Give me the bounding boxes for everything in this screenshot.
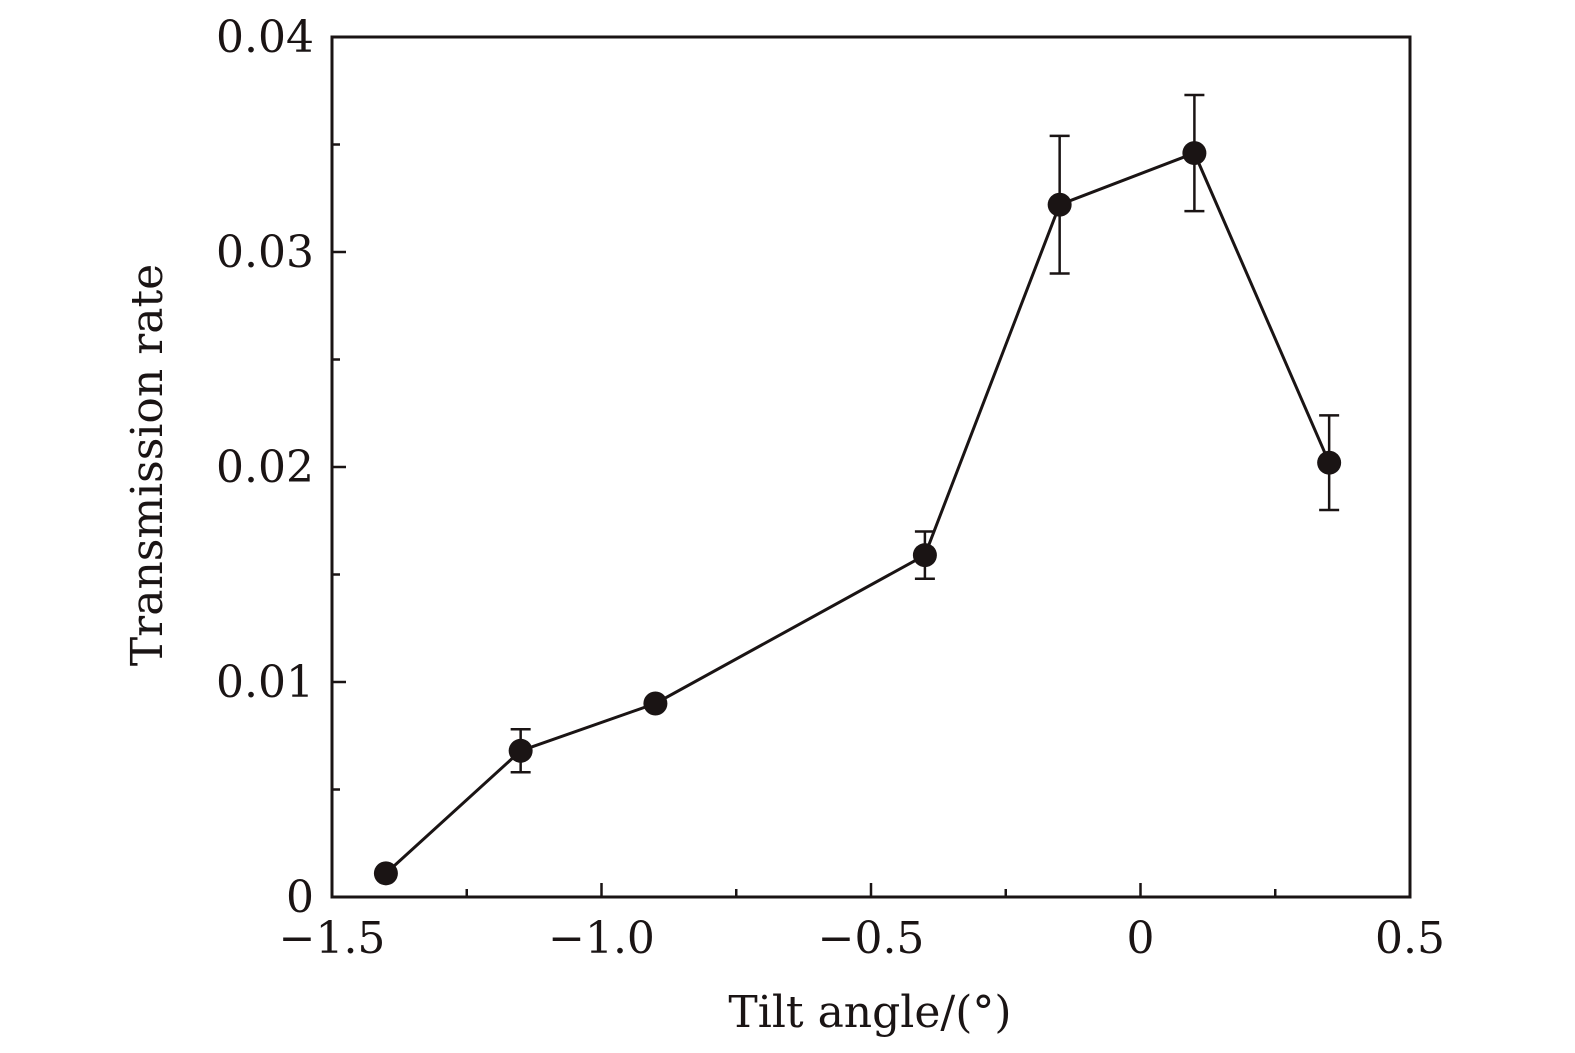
- plot-frame: [330, 35, 1412, 899]
- data-point: [1047, 192, 1072, 217]
- y-axis-ticks: 0 0.01 0.02 0.03 0.04: [216, 12, 346, 923]
- y-axis-title: Transmission rate: [122, 264, 173, 666]
- x-tick-label: 0: [1127, 913, 1155, 964]
- x-tick-label: −1.0: [548, 913, 655, 964]
- x-tick-label: −0.5: [818, 913, 925, 964]
- data-point: [373, 861, 398, 886]
- data-point: [508, 738, 533, 763]
- data-point: [643, 691, 668, 716]
- y-tick-label: 0.03: [216, 227, 314, 278]
- x-tick-label: −1.5: [279, 913, 386, 964]
- y-tick-label: 0.02: [216, 442, 314, 493]
- x-tick-label: 0.5: [1375, 913, 1445, 964]
- data-point: [1317, 450, 1342, 475]
- x-axis-ticks: −1.5 −1.0 −0.5 0 0.5: [279, 883, 1445, 964]
- series-layer: [373, 93, 1342, 886]
- data-point: [912, 543, 937, 568]
- x-axis-title: Tilt angle/(°): [728, 987, 1011, 1038]
- plot-border: [330, 35, 1412, 899]
- data-point: [1182, 141, 1207, 166]
- y-tick-label: 0: [286, 872, 314, 923]
- y-tick-label: 0.04: [216, 12, 314, 63]
- y-tick-label: 0.01: [216, 657, 314, 708]
- series-line: [384, 151, 1331, 875]
